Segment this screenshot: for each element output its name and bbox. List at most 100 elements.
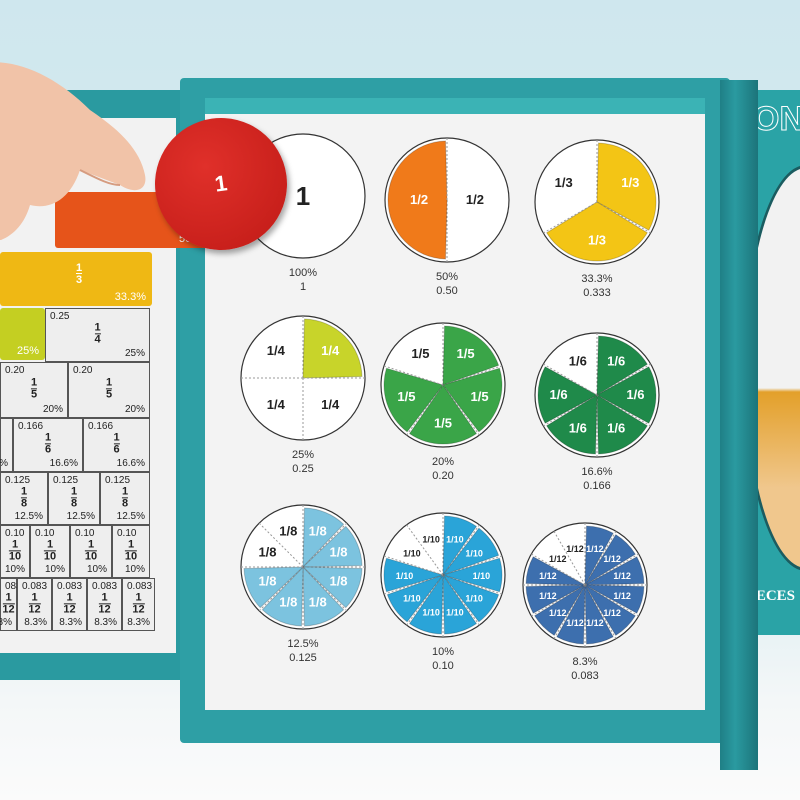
fraction-piece[interactable] — [525, 556, 586, 586]
table-cell: 0.20 1 5 20% — [68, 362, 150, 418]
cell-decimal: 0.25 — [50, 311, 70, 322]
fraction-piece[interactable] — [408, 573, 444, 635]
fraction-piece[interactable] — [387, 140, 448, 260]
cell-denominator: 12 — [2, 602, 15, 615]
cell-percent: 10% — [44, 564, 65, 575]
fraction-piece[interactable] — [584, 584, 645, 614]
cell-decimal: 0.083 — [92, 581, 118, 592]
fraction-piece[interactable] — [584, 584, 637, 637]
cell-denominator: 12 — [63, 602, 76, 615]
piece-label: 1/6 — [607, 354, 625, 369]
fraction-circle-5: 1/5 1/5 1/5 1/5 1/5 — [380, 322, 506, 448]
piece-label: 1/5 — [397, 389, 415, 404]
percent: 33.3% — [581, 273, 613, 285]
fraction-piece[interactable] — [383, 367, 444, 433]
fraction-piece[interactable] — [442, 515, 478, 577]
piece-label: 1/8 — [258, 544, 276, 559]
decimal: 0.50 — [436, 285, 458, 297]
fraction-piece[interactable] — [584, 584, 614, 645]
fraction-piece[interactable] — [533, 584, 586, 637]
cell-numerator: 1 — [31, 590, 38, 603]
cell-decimal: 0.083 — [127, 581, 153, 592]
circle-value-label: 8.3% 0.083 — [535, 655, 635, 683]
fraction-piece[interactable] — [386, 573, 445, 623]
cell-numerator: 1 — [121, 484, 129, 497]
fraction-piece[interactable] — [442, 325, 500, 386]
decimal: 0.333 — [583, 287, 611, 299]
piece-label: 1/12 — [566, 544, 584, 554]
fraction-piece[interactable] — [595, 366, 657, 424]
piece-label: 1/8 — [279, 523, 297, 538]
cell-decimal: 0.10 — [35, 528, 55, 539]
fraction-piece[interactable] — [383, 557, 445, 593]
fraction-piece[interactable] — [545, 394, 598, 455]
fraction-piece[interactable] — [442, 573, 478, 635]
fraction-piece[interactable] — [302, 565, 345, 627]
fraction-piece[interactable] — [442, 367, 503, 433]
fraction-piece[interactable] — [261, 565, 304, 627]
piece-label: 1/10 — [465, 594, 483, 604]
piece-label: 1/6 — [569, 354, 587, 369]
fraction-piece[interactable] — [584, 556, 645, 586]
fraction-piece[interactable] — [441, 527, 500, 577]
cell-percent: 8.3% — [127, 617, 150, 628]
table-cell: 0.10 1 10 10% — [70, 525, 112, 578]
fraction-piece[interactable] — [441, 557, 503, 593]
strip-denominator: 3 — [76, 273, 83, 286]
piece-label: 1/12 — [613, 571, 631, 581]
decimal: 0.083 — [571, 670, 599, 682]
fraction-strip[interactable]: 25% — [0, 308, 45, 360]
fraction-piece[interactable] — [584, 525, 614, 586]
piece-label: 1/6 — [607, 420, 625, 435]
piece-label: 1/6 — [569, 420, 587, 435]
fraction-piece[interactable] — [596, 142, 657, 231]
cell-decimal: 0.125 — [53, 475, 79, 486]
fraction-piece[interactable] — [243, 566, 305, 609]
cell-denominator: 8 — [121, 496, 129, 509]
cell-denominator: 12 — [28, 602, 41, 615]
table-cell: 0.20 1 5 20% — [0, 362, 68, 418]
fraction-piece[interactable] — [302, 507, 345, 569]
cell-percent: 8.3% — [24, 617, 47, 628]
circle-value-label: 10% 0.10 — [393, 645, 493, 673]
percent: 25% — [291, 449, 315, 461]
piece-label: 1/12 — [566, 618, 584, 628]
fraction-piece[interactable] — [525, 584, 586, 614]
fraction-piece[interactable] — [584, 533, 637, 586]
cell-fraction: 1 10 — [43, 538, 57, 562]
fraction-piece[interactable] — [596, 335, 649, 396]
fraction-piece[interactable] — [545, 201, 649, 262]
fraction-circle-2: 1/2 1/2 — [384, 137, 510, 263]
fraction-strip[interactable]: 33.3% 1 3 — [0, 252, 152, 306]
fraction-piece[interactable] — [408, 384, 478, 445]
fraction-circle-12: 1/121/121/121/121/121/121/121/121/121/12… — [522, 522, 648, 648]
piece-label: 1/12 — [539, 571, 557, 581]
fraction-piece[interactable] — [301, 525, 363, 568]
cell-fraction: 1 10 — [124, 538, 138, 562]
fraction-piece[interactable] — [302, 318, 363, 379]
fraction-piece[interactable] — [441, 573, 500, 623]
piece-label: 1/4 — [321, 397, 340, 412]
percent: 100% — [288, 267, 318, 279]
piece-label: 1/8 — [309, 595, 327, 610]
fraction-piece[interactable] — [301, 566, 363, 609]
cell-decimal: 0.20 — [5, 365, 25, 376]
table-cell: 0.166 1 6 16.6% — [83, 418, 150, 472]
piece-label: 1/5 — [457, 346, 475, 361]
piece-label: 1 — [296, 181, 310, 211]
circle-value-label: 16.6% 0.166 — [547, 465, 647, 493]
fraction-piece[interactable] — [596, 394, 649, 455]
cell-decimal: 0.125 — [5, 475, 31, 486]
cell-fraction: 1 12 — [2, 591, 15, 615]
fraction-piece[interactable] — [537, 366, 599, 424]
piece-label: 1/3 — [621, 175, 639, 190]
decimal: 0.166 — [583, 480, 611, 492]
piece-label: 1/10 — [422, 608, 440, 618]
percent: 16.6% — [581, 466, 613, 478]
cell-decimal: 0.125 — [105, 475, 131, 486]
fraction-piece[interactable] — [556, 584, 586, 645]
cell-numerator: 1 — [30, 376, 38, 389]
